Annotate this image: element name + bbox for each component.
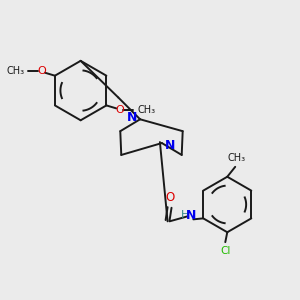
Text: N: N <box>165 139 175 152</box>
Text: CH₃: CH₃ <box>137 105 155 116</box>
Text: O: O <box>115 105 124 116</box>
Text: N: N <box>127 111 137 124</box>
Text: H: H <box>181 210 190 220</box>
Text: CH₃: CH₃ <box>227 153 245 163</box>
Text: Cl: Cl <box>220 246 230 256</box>
Text: O: O <box>38 66 46 76</box>
Text: N: N <box>186 209 197 222</box>
Text: O: O <box>165 191 174 205</box>
Text: CH₃: CH₃ <box>6 66 24 76</box>
